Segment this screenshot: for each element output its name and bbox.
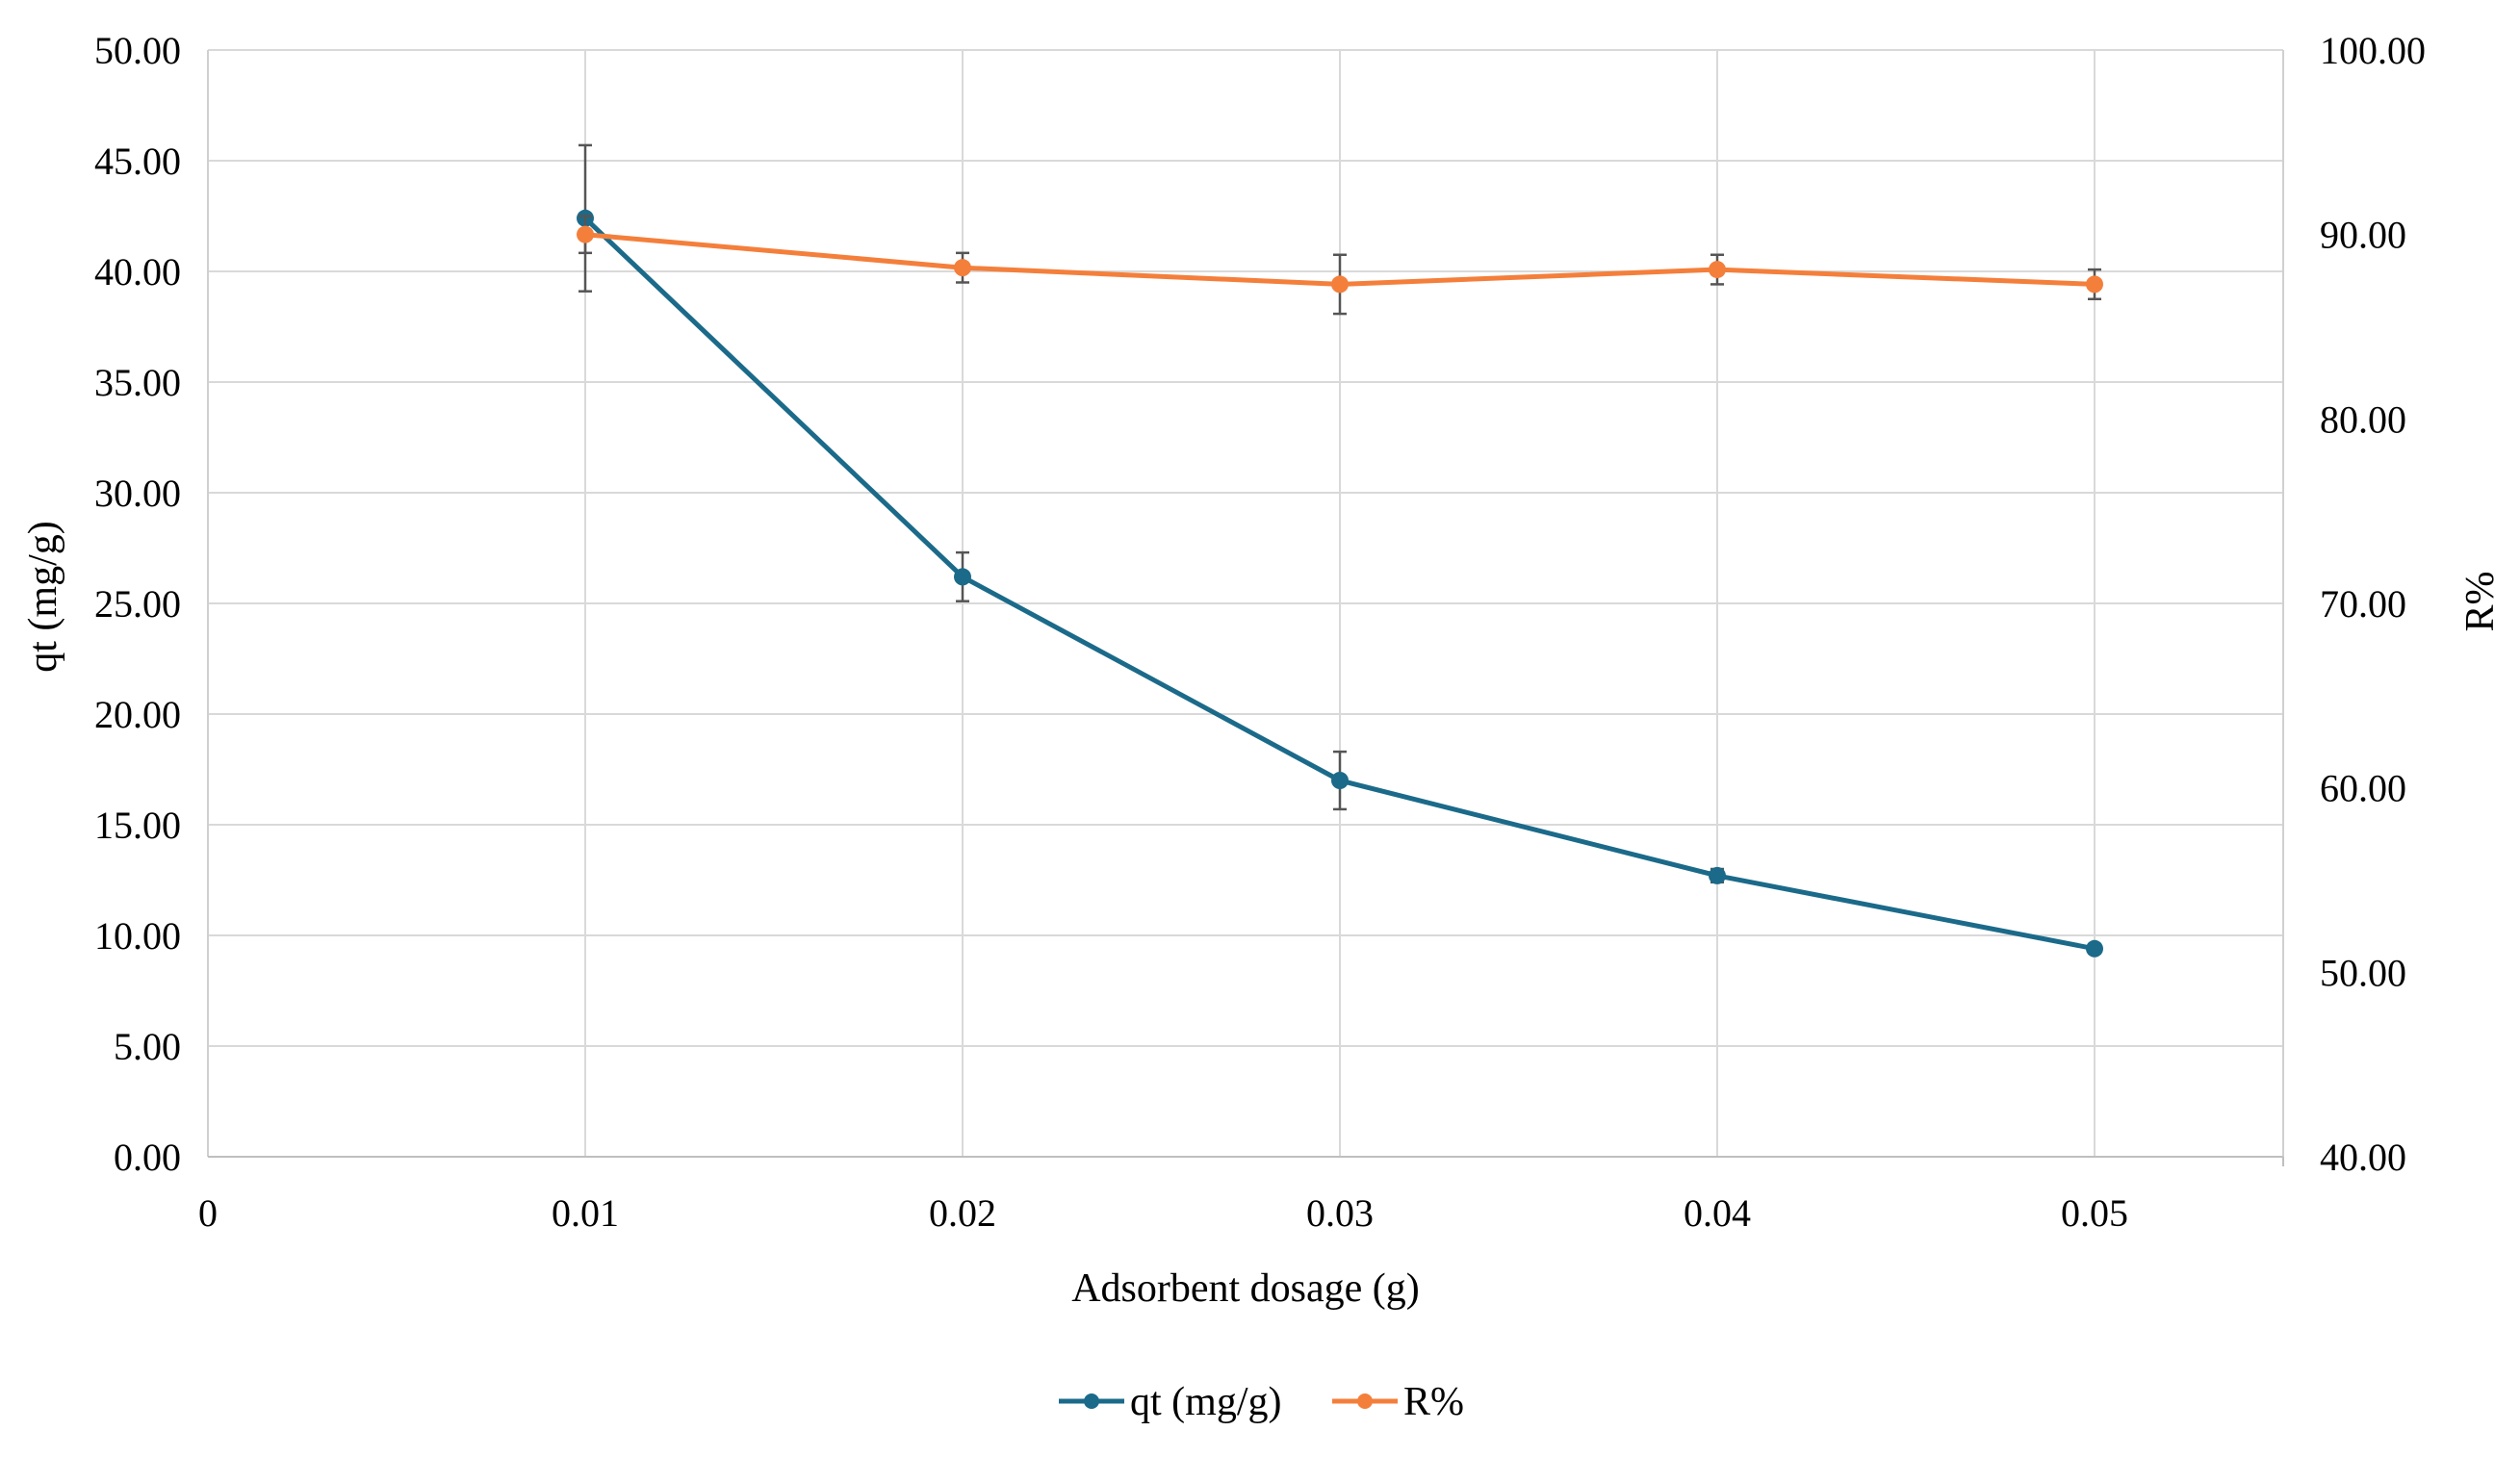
legend-swatch-marker-r [1357,1393,1373,1409]
x-tick-label: 0 [198,1191,218,1235]
grid-layer [208,49,2283,1157]
legend: qt (mg/g) R% [1059,1380,1464,1424]
data-point [954,568,971,586]
series-qt [577,143,2103,958]
data-point [577,225,594,243]
y-tick-label: 20.00 [94,693,181,736]
y2-tick-label: 70.00 [2320,582,2406,626]
y2-tick-label: 80.00 [2320,397,2406,441]
x-axis-title: Adsorbent dosage (g) [1071,1266,1420,1311]
y2-axis-title: R% [2458,572,2503,632]
y2-tick-label: 100.00 [2320,29,2426,72]
y2-tick-label: 40.00 [2320,1136,2406,1179]
x-tick-label: 0.03 [1306,1191,1374,1235]
y-tick-label: 0.00 [114,1136,181,1179]
y-tick-label: 25.00 [94,582,181,626]
y2-tick-label: 90.00 [2320,214,2406,257]
y2-tick-label: 60.00 [2320,767,2406,810]
data-point [2086,939,2103,958]
legend-label-r: R% [1403,1380,1464,1424]
legend-swatch-marker-qt [1084,1393,1099,1409]
y-tick-label: 15.00 [94,804,181,847]
y-tick-label: 50.00 [94,29,181,72]
data-point [2086,275,2103,294]
axes-layer: 0.00 5.00 10.00 15.00 20.00 25.00 30.00 35.00 40… [94,29,2426,1235]
y-tick-label: 5.00 [114,1025,181,1068]
x-tick-label: 0.02 [929,1191,996,1235]
legend-label-qt: qt (mg/g) [1130,1380,1281,1424]
data-point [954,259,971,277]
y2-tick-label: 50.00 [2320,951,2406,994]
x-tick-label: 0.04 [1684,1191,1751,1235]
y-axis-title: qt (mg/g) [21,521,65,672]
y-tick-label: 35.00 [94,361,181,404]
y-tick-label: 40.00 [94,250,181,294]
data-point [1331,275,1349,294]
series-layer [577,143,2103,958]
y-tick-label: 45.00 [94,140,181,183]
data-point [1709,866,1726,884]
y-tick-label: 10.00 [94,914,181,958]
x-tick-label: 0.05 [2061,1191,2128,1235]
data-point [1331,772,1349,789]
series-r [577,215,2103,316]
data-point [1709,261,1726,279]
y-tick-label: 30.00 [94,472,181,515]
x-tick-label: 0.01 [552,1191,619,1235]
labels-layer: Adsorbent dosage (g) qt (mg/g) R% [21,521,2503,1311]
